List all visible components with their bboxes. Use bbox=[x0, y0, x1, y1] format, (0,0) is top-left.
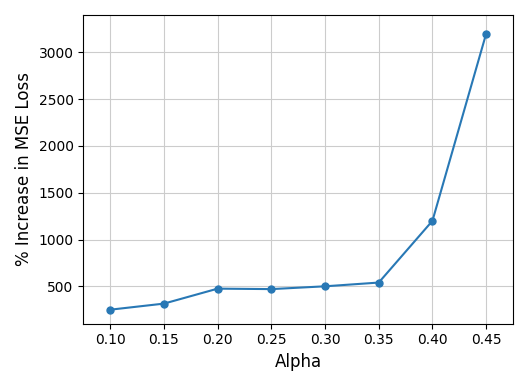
Y-axis label: % Increase in MSE Loss: % Increase in MSE Loss bbox=[15, 72, 33, 266]
X-axis label: Alpha: Alpha bbox=[275, 353, 322, 371]
